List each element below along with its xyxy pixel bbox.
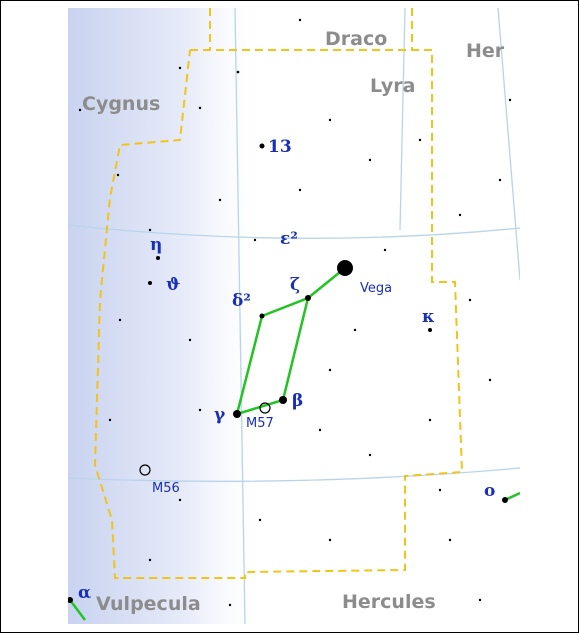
- cluster-marker: [139, 464, 151, 476]
- nebula-marker: [259, 402, 271, 414]
- object-label: M56: [152, 481, 180, 496]
- constellation-label: Draco: [325, 28, 387, 50]
- constellation-label: Vulpecula: [96, 593, 201, 615]
- star-label: α: [78, 583, 91, 603]
- constellation-label: Hercules: [342, 591, 436, 613]
- star-label: ζ: [290, 275, 300, 295]
- milky-way: [68, 8, 268, 624]
- star-label: ο: [484, 481, 495, 501]
- star-label: Vega: [360, 281, 392, 296]
- constellation-boundary: [93, 8, 464, 579]
- star-label: ϑ: [166, 275, 180, 295]
- constellation-label: Her: [466, 40, 505, 62]
- constellation-label: Cygnus: [82, 93, 160, 115]
- faint-stars: [78, 18, 512, 607]
- star-label: ε²: [280, 229, 298, 249]
- star-label: δ²: [232, 291, 251, 311]
- named-stars: [68, 143, 508, 603]
- star-label: γ: [214, 405, 226, 425]
- object-label: M57: [246, 416, 274, 431]
- star-label: β: [292, 391, 303, 411]
- star-label: 13: [268, 137, 292, 157]
- map: [68, 8, 520, 624]
- star-label: κ: [422, 307, 435, 327]
- star-label: η: [150, 235, 162, 255]
- constellation-label: Lyra: [370, 75, 415, 97]
